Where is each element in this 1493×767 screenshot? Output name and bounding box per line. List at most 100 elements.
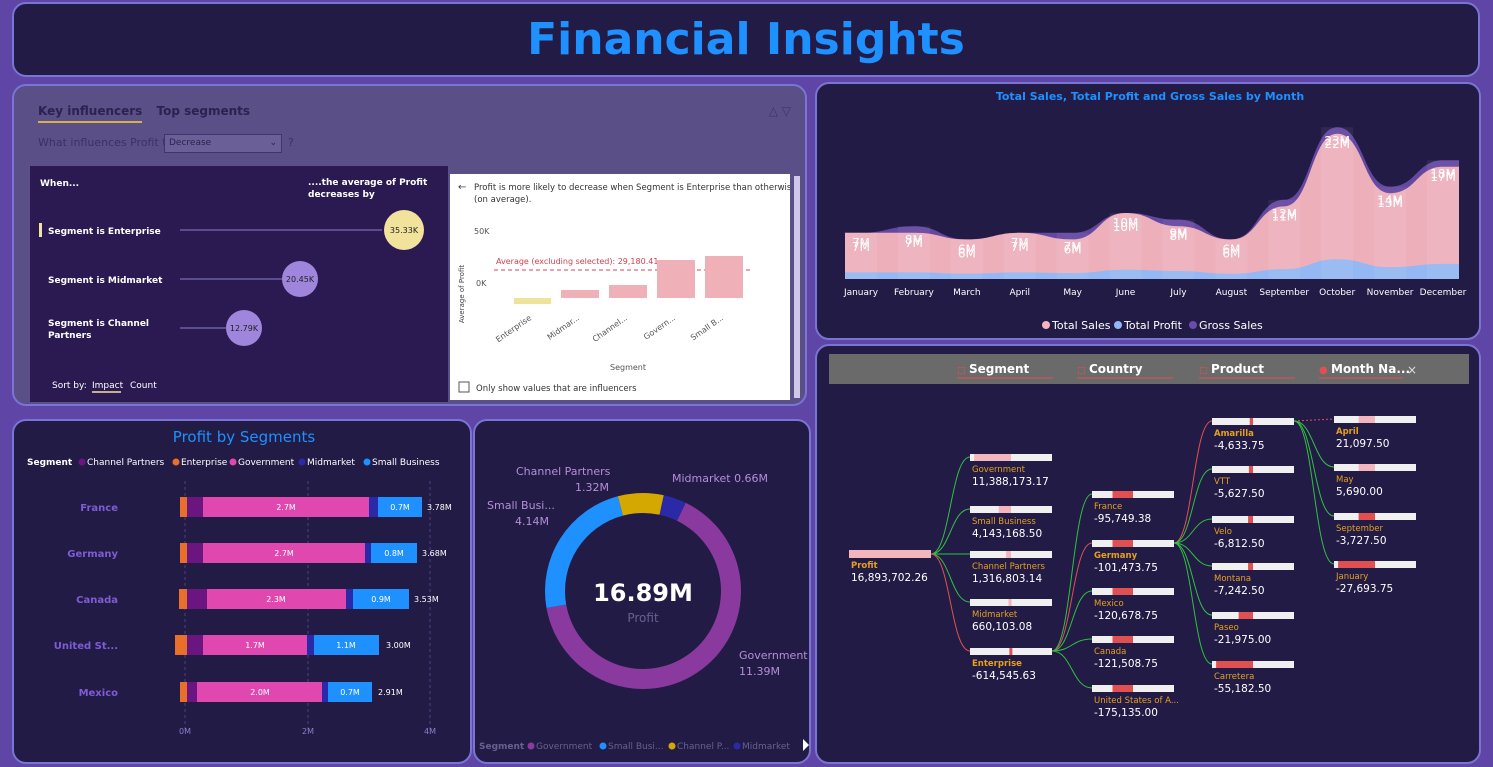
thumbs-down-icon[interactable]: ▽	[781, 104, 791, 118]
decomp-product-0[interactable]: Amarilla-4,633.75	[1212, 418, 1294, 452]
area-month-band	[950, 239, 983, 279]
decomp-month-3[interactable]: January-27,693.75	[1334, 561, 1416, 595]
pbs-bar-midmarket-4	[322, 682, 328, 702]
decomp-product-3[interactable]: Montana-7,242.50	[1212, 563, 1294, 597]
decomp-segment-2-label: Channel Partners	[972, 562, 1045, 572]
decomp-product-4[interactable]: Paseo-21,975.00	[1212, 612, 1294, 646]
pbs-row-canada[interactable]: Canada 2.3M 0.9M 3.53M	[76, 589, 439, 609]
decomp-header-month[interactable]: ● Month Na...	[1319, 362, 1410, 379]
pbs-bar-midmarket-1	[365, 543, 371, 563]
donut-slice-channel-partners[interactable]	[617, 493, 664, 516]
ki-item-label-0[interactable]: Segment is Enterprise	[48, 227, 161, 237]
area-xticks: January February March April May June July Augu…	[843, 288, 1467, 298]
decomp-country-0[interactable]: France-95,749.38	[1092, 491, 1174, 525]
ki-sort-count[interactable]: Count	[130, 381, 157, 391]
area-series-total-sales[interactable]	[845, 133, 1459, 279]
decomp-product-2-label: Velo	[1214, 527, 1232, 537]
donut-legend-3[interactable]: Midmarket	[742, 742, 790, 752]
pbs-row-france[interactable]: France 2.7M 0.7M 3.78M	[80, 497, 452, 517]
decomp-country-3-label: Canada	[1094, 647, 1126, 657]
decomp-country-4[interactable]: United States of A...-175,135.00	[1092, 685, 1179, 719]
decomp-links	[930, 418, 1335, 689]
ki-item-label-1[interactable]: Segment is Midmarket	[48, 276, 163, 286]
donut-slice-midmarket[interactable]	[659, 495, 686, 521]
area-title: Total Sales, Total Profit and Gross Sale…	[996, 90, 1304, 103]
decomp-country-3[interactable]: Canada-121,508.75	[1092, 636, 1174, 670]
back-arrow-icon[interactable]: ←	[458, 182, 466, 193]
area-legend-2[interactable]: Gross Sales	[1199, 319, 1263, 332]
chevron-down-icon: ⌄	[269, 138, 277, 148]
ki-detail-bar-small-business[interactable]	[705, 256, 743, 298]
decomp-month-2[interactable]: September-3,727.50	[1334, 513, 1416, 547]
donut-legend-0[interactable]: Government	[536, 742, 593, 752]
ki-dropdown-value: Decrease	[169, 138, 212, 148]
ki-item-bubble-0[interactable]	[384, 210, 424, 250]
ki-item-bubble-2[interactable]	[226, 310, 262, 346]
area-xtick-7: August	[1216, 288, 1248, 298]
pbs-legend-1[interactable]: Enterprise	[181, 458, 228, 468]
close-icon[interactable]: ×	[1407, 363, 1417, 377]
pbs-legend-2[interactable]: Government	[238, 458, 295, 468]
area-label-gross-5: 10M	[1113, 220, 1139, 234]
pbs-bar-enterprise-0	[180, 497, 187, 517]
decomp-month-3-label: January	[1335, 572, 1368, 582]
area-legend-1[interactable]: Total Profit	[1123, 319, 1183, 332]
ki-detail-bar-enterprise[interactable]	[514, 298, 551, 304]
ki-scrollbar[interactable]	[794, 176, 800, 398]
decomp-link	[930, 456, 971, 555]
ki-item-label-2a[interactable]: Segment is Channel	[48, 319, 149, 329]
pbs-legend-0[interactable]: Channel Partners	[87, 458, 165, 468]
area-month-band	[1215, 239, 1248, 279]
pbs-legend-title: Segment	[27, 458, 73, 468]
ki-detail-bar-channel[interactable]	[609, 285, 647, 298]
thumbs-up-icon[interactable]: △	[768, 104, 778, 118]
decomp-product-1[interactable]: VTT-5,627.50	[1212, 466, 1294, 500]
area-series-total-profit[interactable]	[845, 259, 1459, 279]
ki-detail-bar-government[interactable]	[657, 260, 695, 298]
ki-detail-checkbox[interactable]	[458, 381, 470, 393]
pbs-gov-label-1: 2.7M	[274, 549, 294, 558]
ki-detail-xtick-4: Small B...	[689, 313, 725, 342]
decomp-country-1[interactable]: Germany-101,473.75	[1092, 540, 1174, 574]
decomp-root-label: Profit	[851, 561, 878, 571]
decomp-product-2[interactable]: Velo-6,812.50	[1212, 516, 1294, 550]
decomp-product-5[interactable]: Carretera-55,182.50	[1212, 661, 1294, 695]
pbs-row-germany[interactable]: Germany 2.7M 0.8M 3.68M	[67, 543, 447, 563]
legend-next-icon[interactable]	[803, 739, 809, 751]
donut-center-value: 16.89M	[593, 579, 693, 607]
ki-detail-bar-midmarket[interactable]	[561, 290, 599, 298]
ki-detail-checkbox-label: Only show values that are influencers	[476, 384, 637, 394]
donut-slice-small-business[interactable]	[545, 496, 623, 609]
pbs-legend-3[interactable]: Midmarket	[307, 458, 355, 468]
decomp-header-label-2: Product	[1211, 362, 1264, 376]
pbs-row-mexico[interactable]: Mexico 2.0M 0.7M 2.91M	[79, 682, 403, 702]
ki-item-label-2b[interactable]: Partners	[48, 331, 91, 341]
decomp-header-segment[interactable]: □ Segment	[957, 362, 1053, 379]
pbs-row-united-states[interactable]: United St... 1.7M 1.1M 3.00M	[54, 635, 411, 655]
ki-sort-impact[interactable]: Impact	[92, 381, 124, 391]
decomp-country-2[interactable]: Mexico-120,678.75	[1092, 588, 1174, 622]
tab-key-influencers[interactable]: Key influencers	[38, 104, 143, 123]
donut-legend-2[interactable]: Channel P...	[677, 742, 729, 752]
decomp-header-product[interactable]: □ Product	[1199, 362, 1295, 379]
decomp-country-1-label: Germany	[1094, 551, 1138, 561]
decomp-header-label-1: Country	[1089, 362, 1143, 376]
decomp-header-country[interactable]: □ Country	[1077, 362, 1173, 379]
pbs-bar-midmarket-2	[346, 589, 353, 609]
tab-top-segments[interactable]: Top segments	[156, 104, 251, 118]
ki-dropdown[interactable]: Decrease ⌄	[164, 134, 282, 153]
ki-item-bubble-1[interactable]	[282, 261, 318, 297]
pbs-bar-small-business-3	[314, 635, 379, 655]
decomp-segment-4[interactable]: Enterprise-614,545.63	[970, 648, 1052, 682]
donut-legend-1[interactable]: Small Busi...	[608, 742, 664, 752]
pbs-legend-4[interactable]: Small Business	[372, 458, 440, 468]
area-legend-0[interactable]: Total Sales	[1051, 319, 1111, 332]
area-label-sales-4: 6M	[1064, 242, 1082, 256]
